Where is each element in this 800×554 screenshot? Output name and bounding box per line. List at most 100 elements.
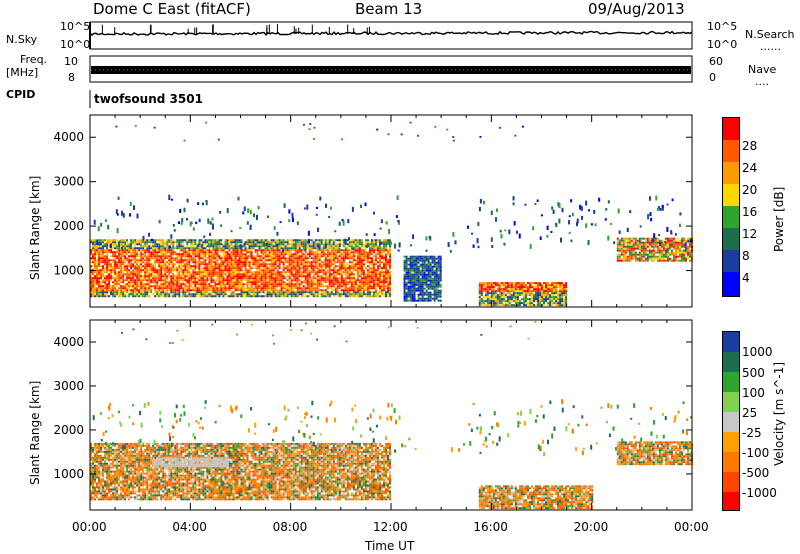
power-cell <box>130 251 133 254</box>
power-cell <box>532 296 535 299</box>
power-cell <box>504 294 507 297</box>
power-cell <box>403 259 406 262</box>
power-cell <box>437 265 440 268</box>
power-cell <box>214 241 217 244</box>
power-cell <box>108 259 111 262</box>
power-cell <box>108 281 111 284</box>
power-cell <box>230 285 233 288</box>
power-cell <box>431 277 434 280</box>
power-cell <box>268 257 271 260</box>
power-cell <box>146 259 149 262</box>
power-cell <box>260 255 263 258</box>
power-cell <box>557 292 560 295</box>
power-cell <box>338 259 341 262</box>
power-cell <box>494 290 497 293</box>
power-cell <box>360 247 363 250</box>
power-cell <box>264 257 267 260</box>
power-cell <box>340 253 343 256</box>
power-cell <box>152 267 155 270</box>
power-cell <box>100 257 103 260</box>
power-cell <box>492 298 495 301</box>
power-cell <box>164 281 167 284</box>
power-cell <box>380 279 383 282</box>
power-cell <box>192 277 195 280</box>
power-cell <box>104 293 107 296</box>
power-cell <box>218 245 221 248</box>
power-cell <box>336 295 339 298</box>
power-cell <box>526 304 529 307</box>
power-cell <box>222 247 225 250</box>
power-cell <box>194 275 197 278</box>
power-cell <box>411 291 414 294</box>
power-cell <box>266 275 269 278</box>
power-cell <box>324 255 327 258</box>
power-cell <box>502 286 505 289</box>
power-cell <box>250 291 253 294</box>
power-cell <box>308 251 311 254</box>
power-cell <box>210 257 213 260</box>
power-cell <box>374 275 377 278</box>
power-cell <box>152 251 155 254</box>
power-cell <box>322 239 325 242</box>
power-cell <box>298 285 301 288</box>
power-cell <box>370 239 373 242</box>
power-cell <box>192 259 195 262</box>
power-cell <box>288 291 291 294</box>
power-cell <box>384 273 387 276</box>
power-cell <box>403 291 406 294</box>
power-cell <box>202 261 205 264</box>
power-cell <box>216 259 219 262</box>
power-cell <box>148 265 151 268</box>
power-cell <box>134 275 137 278</box>
power-cell <box>409 287 412 290</box>
power-cell <box>258 287 261 290</box>
power-cell <box>496 300 499 303</box>
power-cell <box>435 271 438 274</box>
power-cell <box>158 273 161 276</box>
power-cell <box>132 249 135 252</box>
power-cell <box>320 285 323 288</box>
power-cell <box>528 304 531 307</box>
power-cell <box>144 245 147 248</box>
power-cell <box>364 255 367 258</box>
power-cell <box>264 241 267 244</box>
power-cell <box>364 257 367 260</box>
power-cell <box>234 263 237 266</box>
power-cell <box>126 269 129 272</box>
power-cell <box>310 289 313 292</box>
power-cell <box>386 251 389 254</box>
power-cell <box>354 261 357 264</box>
power-cell <box>114 291 117 294</box>
power-cell <box>274 247 277 250</box>
power-cell <box>411 281 414 284</box>
power-cell <box>190 285 193 288</box>
power-cell <box>380 269 383 272</box>
power-cell <box>106 275 109 278</box>
power-cell <box>374 291 377 294</box>
power-cell <box>272 275 275 278</box>
power-cell <box>222 281 225 284</box>
power-cell <box>260 245 263 248</box>
power-cell <box>356 255 359 258</box>
power-cell <box>138 283 141 286</box>
power-cell <box>561 290 564 293</box>
power-cell <box>386 239 389 242</box>
power-cell <box>322 295 325 298</box>
power-cell <box>316 265 319 268</box>
power-cell <box>256 277 259 280</box>
power-cell <box>437 269 440 272</box>
power-cell <box>334 287 337 290</box>
power-cell <box>174 275 177 278</box>
power-cell <box>506 296 509 299</box>
power-cell <box>300 275 303 278</box>
power-cell <box>216 283 219 286</box>
power-cell <box>296 239 299 242</box>
power-cell <box>547 288 550 291</box>
power-cell <box>246 291 249 294</box>
power-cell <box>411 275 414 278</box>
power-cell <box>504 302 507 305</box>
power-cell <box>250 251 253 254</box>
cpid-label: CPID <box>6 88 36 101</box>
power-cell <box>306 267 309 270</box>
power-cell <box>354 293 357 296</box>
